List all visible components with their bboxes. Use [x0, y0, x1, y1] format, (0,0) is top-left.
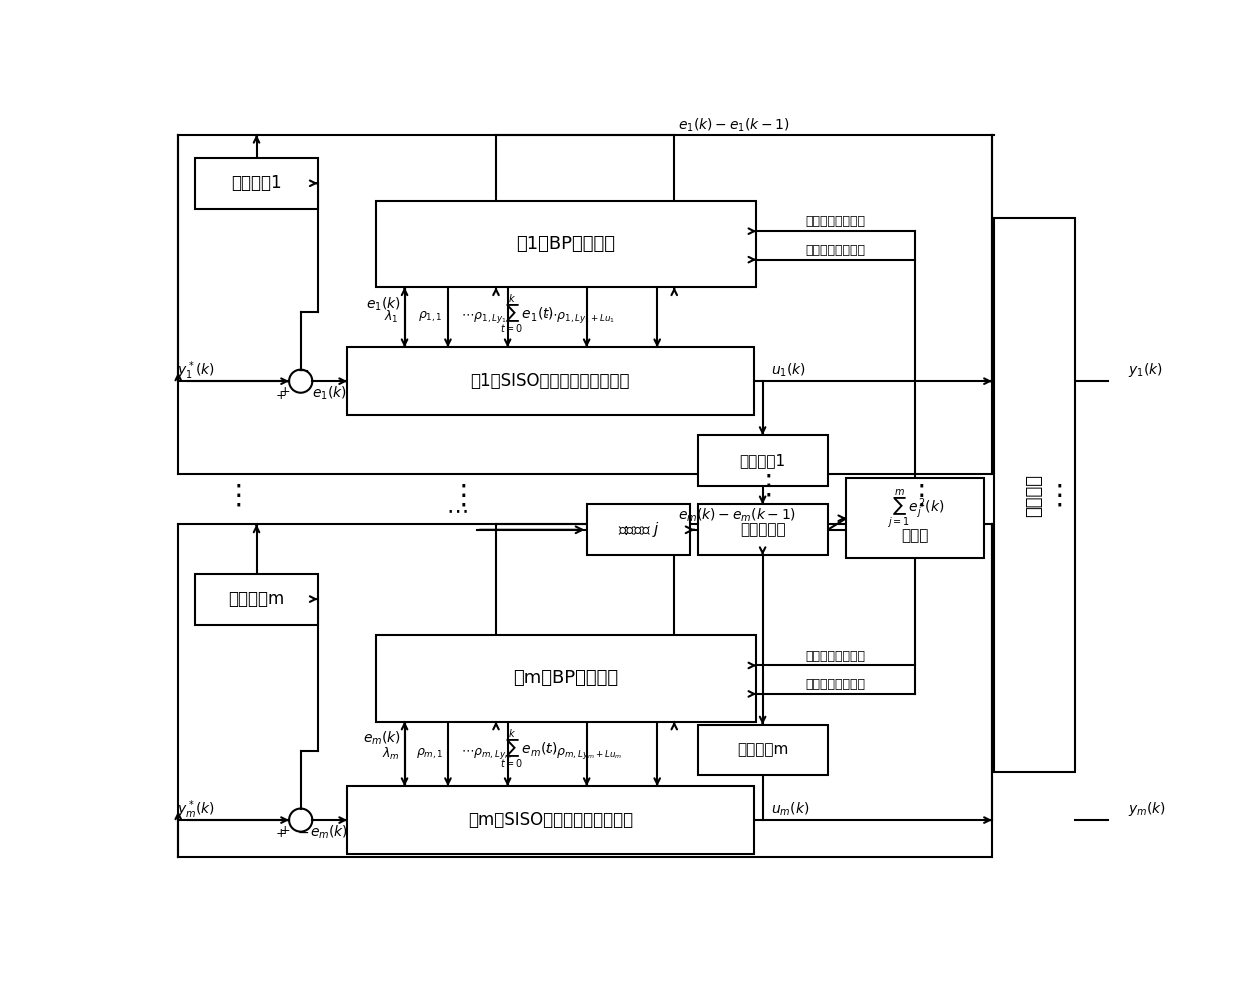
Text: −: − [298, 363, 310, 377]
Text: $e_m(k)$: $e_m(k)$ [310, 824, 348, 842]
Bar [847, 478, 985, 559]
Bar [347, 348, 754, 415]
Text: 第1个BP神经网络: 第1个BP神经网络 [516, 235, 615, 253]
Text: $e_m(k)$: $e_m(k)$ [362, 730, 401, 747]
Text: $e_1(k)$: $e_1(k)$ [312, 385, 347, 403]
Text: $e_m(k)-e_m(k-1)$: $e_m(k)-e_m(k-1)$ [678, 507, 796, 523]
Bar [588, 505, 689, 555]
Bar [697, 725, 828, 776]
Text: $e_1(k)-e_1(k-1)$: $e_1(k)-e_1(k-1)$ [678, 117, 790, 135]
Text: $y_m^*(k)$: $y_m^*(k)$ [176, 798, 215, 821]
Text: 梯度信息集: 梯度信息集 [740, 522, 785, 537]
Text: 更新隐含层权系数: 更新隐含层权系数 [806, 650, 866, 663]
Text: $\vdots$: $\vdots$ [449, 481, 466, 509]
Text: $\cdots\rho_{m,Ly_m}$: $\cdots\rho_{m,Ly_m}$ [461, 746, 512, 761]
Bar [196, 158, 317, 209]
Bar [697, 505, 828, 555]
Text: $\rho_{m,1}$: $\rho_{m,1}$ [417, 746, 444, 761]
Text: $\sum_{j=1}^{m}e_j^2(k)$: $\sum_{j=1}^{m}e_j^2(k)$ [887, 487, 944, 530]
Text: $\vdots$: $\vdots$ [754, 472, 771, 500]
Text: +: + [275, 389, 286, 402]
Text: $\cdots\rho_{1,Ly_1+Lu_1}$: $\cdots\rho_{1,Ly_1+Lu_1}$ [544, 309, 615, 325]
Text: $y_1(k)$: $y_1(k)$ [1127, 361, 1162, 379]
Text: 更新输出层权系数: 更新输出层权系数 [806, 244, 866, 257]
Text: 第1个SISO全格式无模型控制器: 第1个SISO全格式无模型控制器 [470, 372, 630, 390]
Text: $\lambda_m$: $\lambda_m$ [382, 745, 401, 762]
Text: $\cdots$: $\cdots$ [446, 501, 467, 520]
Text: $e_1(k)$: $e_1(k)$ [366, 296, 401, 313]
Text: $\vdots$: $\vdots$ [906, 481, 924, 509]
Text: $\lambda_1$: $\lambda_1$ [384, 309, 399, 325]
Text: $\sum_{t=0}^{k}e_1(t)$: $\sum_{t=0}^{k}e_1(t)$ [500, 293, 554, 336]
Text: 梯度信息 $j$: 梯度信息 $j$ [618, 520, 660, 539]
Text: +: + [280, 824, 290, 838]
Text: $y_1^*(k)$: $y_1^*(k)$ [176, 359, 215, 382]
Text: 被控对象: 被控对象 [1024, 473, 1043, 517]
Text: 梯度信息m: 梯度信息m [737, 742, 789, 757]
Bar [993, 218, 1075, 772]
Text: $u_m(k)$: $u_m(k)$ [771, 800, 810, 818]
Text: −: − [298, 826, 310, 840]
Text: 第m个SISO全格式无模型控制器: 第m个SISO全格式无模型控制器 [467, 811, 632, 829]
Text: $\vdots$: $\vdots$ [224, 481, 241, 509]
Text: $y_m(k)$: $y_m(k)$ [1127, 800, 1166, 818]
Text: $\sum_{t=0}^{k}e_m(t)$: $\sum_{t=0}^{k}e_m(t)$ [500, 728, 557, 770]
Text: 梯度信息1: 梯度信息1 [739, 453, 786, 468]
Text: 最小化: 最小化 [901, 527, 929, 543]
Bar [376, 201, 755, 288]
Text: 更新隐含层权系数: 更新隐含层权系数 [806, 215, 866, 229]
Text: $\cdots\rho_{m,Ly_m+Lu_m}$: $\cdots\rho_{m,Ly_m+Lu_m}$ [543, 746, 622, 761]
Text: $\cdots\rho_{1,Ly_1}$: $\cdots\rho_{1,Ly_1}$ [461, 309, 507, 325]
Text: $u_1(k)$: $u_1(k)$ [771, 361, 806, 379]
Bar [697, 435, 828, 486]
Text: 第m个BP神经网络: 第m个BP神经网络 [513, 670, 619, 687]
Bar [196, 573, 317, 625]
Text: $\rho_{1,1}$: $\rho_{1,1}$ [418, 310, 443, 324]
Text: +: + [280, 386, 290, 399]
Text: 系统误差1: 系统误差1 [231, 174, 281, 192]
Text: 系统误差m: 系统误差m [228, 590, 285, 608]
Text: $\vdots$: $\vdots$ [1045, 481, 1063, 509]
Bar [347, 787, 754, 854]
Text: 更新输出层权系数: 更新输出层权系数 [806, 679, 866, 691]
Bar [376, 635, 755, 722]
Text: +: + [275, 828, 286, 841]
